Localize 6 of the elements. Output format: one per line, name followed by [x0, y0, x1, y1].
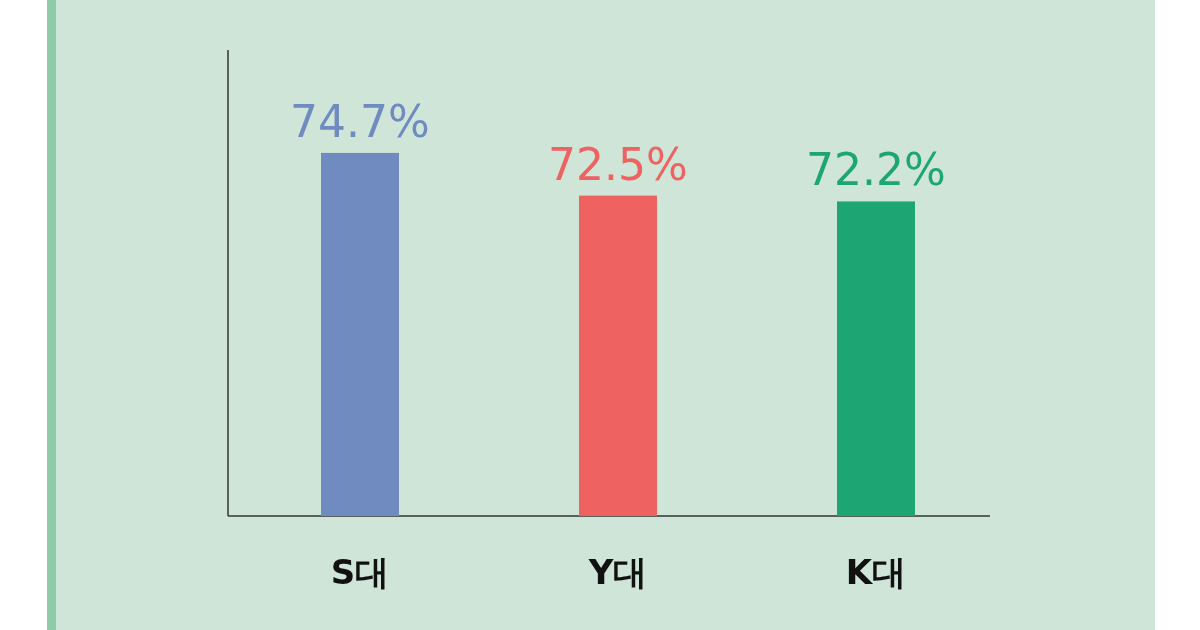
x-tick-label: K대 — [845, 552, 907, 592]
x-tick-label: Y대 — [587, 552, 648, 592]
x-tick-label: S대 — [330, 552, 390, 592]
data-label: 72.5% — [548, 138, 688, 190]
data-label: 72.2% — [806, 144, 946, 196]
data-label: 74.7% — [290, 95, 430, 147]
